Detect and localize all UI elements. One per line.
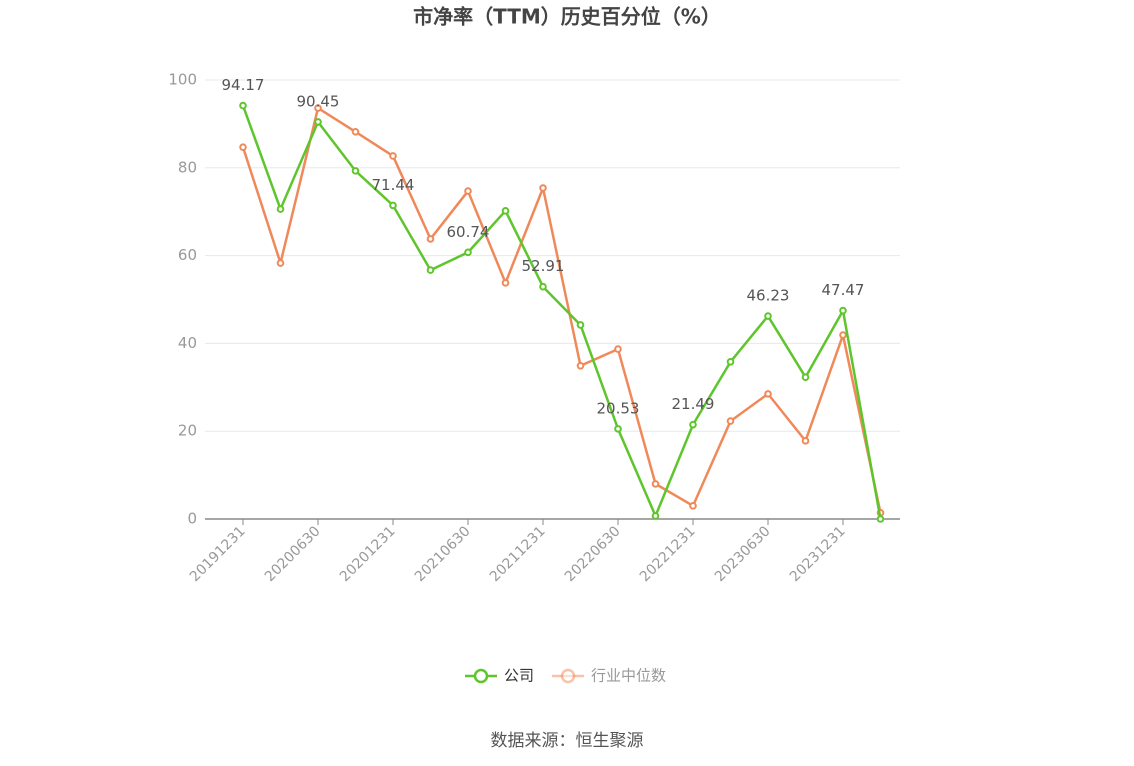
data-point	[314, 118, 322, 126]
x-tick-label: 20191231	[187, 523, 249, 585]
x-tick-label: 20231231	[787, 523, 849, 585]
data-label: 20.53	[597, 399, 640, 417]
data-point	[726, 358, 735, 366]
data-point	[689, 502, 697, 510]
data-point	[389, 152, 397, 160]
data-point	[351, 167, 360, 175]
data-point	[501, 207, 510, 215]
data-point	[614, 425, 622, 433]
data-point	[239, 143, 247, 151]
data-point	[276, 205, 285, 213]
series-line	[241, 106, 882, 514]
data-point	[876, 515, 885, 523]
legend-label: 行业中位数	[591, 667, 666, 685]
data-point	[689, 420, 697, 429]
x-tick-label: 20210630	[412, 523, 474, 585]
data-label: 46.23	[747, 287, 790, 305]
data-label: 60.74	[447, 223, 490, 241]
data-point	[464, 248, 472, 257]
data-point	[764, 390, 772, 398]
data-point	[464, 187, 472, 195]
data-label: 90.45	[297, 92, 340, 110]
data-point	[801, 373, 810, 382]
data-point	[276, 259, 285, 267]
data-point	[726, 417, 735, 425]
x-tick-label: 20211231	[487, 523, 549, 585]
legend-item[interactable]: 行业中位数	[552, 667, 666, 685]
chart-title: 市净率（TTM）历史百分位（%）	[413, 5, 721, 29]
data-point	[389, 201, 397, 210]
data-point	[426, 235, 435, 243]
x-tick-label: 20220630	[562, 523, 624, 585]
legend-marker	[473, 668, 489, 684]
data-label: 52.91	[522, 257, 565, 275]
data-point	[839, 331, 847, 339]
data-point	[501, 279, 510, 287]
data-point	[764, 312, 772, 320]
legend-marker	[560, 668, 576, 684]
y-tick-label: 100	[168, 71, 197, 89]
y-tick-label: 20	[178, 422, 197, 440]
data-point	[239, 101, 247, 110]
data-point	[801, 437, 810, 445]
y-tick-label: 60	[178, 246, 197, 264]
data-point	[539, 184, 547, 192]
data-point	[351, 128, 360, 136]
data-point	[651, 480, 660, 488]
data-label: 21.49	[672, 395, 715, 413]
data-point	[614, 345, 622, 353]
x-tick-label: 20230630	[712, 523, 774, 585]
data-point	[314, 104, 322, 112]
data-point	[839, 306, 847, 315]
y-tick-label: 0	[187, 510, 197, 528]
data-label: 71.44	[372, 176, 415, 194]
data-point	[576, 321, 585, 329]
data-point	[576, 361, 585, 370]
x-tick-label: 20221231	[637, 523, 699, 585]
data-label: 47.47	[822, 281, 865, 299]
data-label: 94.17	[222, 76, 265, 94]
series-line	[241, 105, 882, 520]
data-point	[426, 266, 435, 274]
x-tick-label: 20200630	[262, 523, 324, 585]
y-tick-label: 40	[178, 334, 197, 352]
legend-label: 公司	[504, 667, 534, 685]
y-tick-label: 80	[178, 158, 197, 176]
legend-item[interactable]: 公司	[465, 667, 534, 685]
data-point	[539, 282, 547, 291]
data-point	[651, 512, 660, 520]
source-note: 数据来源：恒生聚源	[491, 731, 644, 751]
x-tick-label: 20201231	[337, 523, 399, 585]
